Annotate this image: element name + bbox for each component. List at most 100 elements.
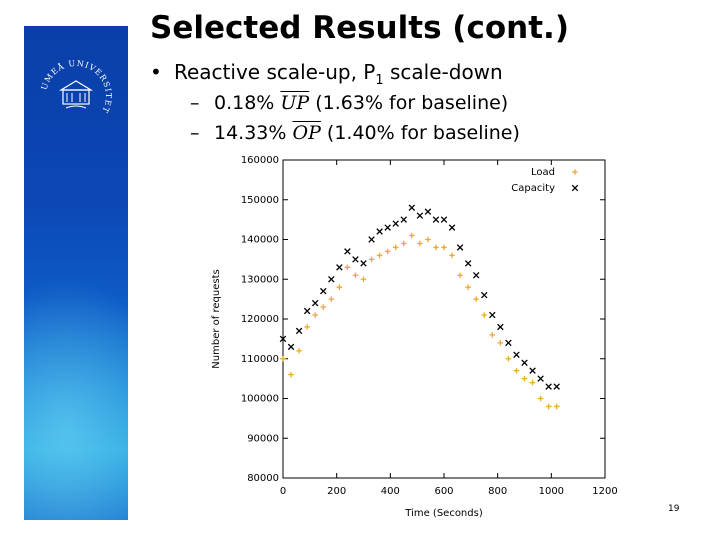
- capacity-point: [400, 216, 408, 223]
- op-value: 14.33%: [214, 122, 287, 144]
- load-point: [304, 324, 310, 330]
- capacity-point: [360, 260, 367, 267]
- load-point: [328, 296, 335, 302]
- bullet-main-suffix: scale-down: [383, 60, 503, 84]
- load-point: [312, 312, 318, 318]
- load-point: [505, 355, 512, 362]
- capacity-point: [513, 351, 520, 359]
- load-point: [489, 332, 496, 338]
- capacity-point: [553, 383, 560, 390]
- capacity-point: [424, 208, 432, 215]
- y-tick-label: 130000: [241, 274, 279, 285]
- bullet-dot: •: [150, 60, 162, 84]
- capacity-point: [448, 224, 456, 231]
- load-point: [521, 375, 528, 382]
- up-note: (1.63% for baseline): [315, 92, 509, 114]
- capacity-point: [529, 367, 536, 374]
- capacity-point: [497, 323, 504, 331]
- load-point: [457, 272, 463, 279]
- bullet-sub-up: –0.18% UP (1.63% for baseline): [150, 88, 710, 118]
- load-point: [296, 348, 302, 354]
- up-value: 0.18%: [214, 92, 275, 114]
- x-tick-label: 0: [280, 486, 286, 497]
- up-term: UP: [280, 92, 310, 114]
- y-axis-label: Number of requests: [211, 269, 222, 368]
- load-point: [545, 403, 552, 410]
- load-point: [529, 379, 536, 386]
- y-tick-label: 100000: [241, 394, 279, 405]
- capacity-point: [456, 244, 464, 251]
- y-tick-label: 80000: [247, 473, 279, 484]
- capacity-point: [336, 264, 343, 271]
- capacity-point: [287, 343, 295, 351]
- load-point: [441, 244, 447, 251]
- load-point: [392, 244, 399, 251]
- load-point: [473, 296, 479, 302]
- capacity-point: [489, 311, 496, 319]
- load-point: [497, 340, 504, 346]
- bullet-dash: –: [190, 92, 200, 114]
- capacity-point: [344, 248, 351, 255]
- capacity-point: [328, 275, 335, 283]
- capacity-point: [464, 260, 472, 267]
- capacity-point: [537, 375, 544, 382]
- capacity-point: [319, 287, 327, 295]
- capacity-point: [279, 335, 287, 343]
- capacity-point: [545, 383, 552, 390]
- x-tick-label: 200: [327, 486, 346, 497]
- bullet-main: • Reactive scale-up, P1 scale-down: [150, 56, 710, 88]
- legend-capacity-label: Capacity: [511, 183, 555, 194]
- load-point: [417, 240, 423, 247]
- bullet-sub-op: –14.33% OP (1.40% for baseline): [150, 118, 710, 148]
- capacity-point: [368, 236, 375, 243]
- x-axis-label: Time (Seconds): [404, 508, 483, 519]
- y-tick-label: 120000: [241, 314, 279, 325]
- op-term: OP: [292, 122, 321, 144]
- page-number: 19: [668, 504, 680, 514]
- slide-title: Selected Results (cont.): [150, 10, 569, 46]
- load-point: [280, 355, 286, 362]
- load-point: [384, 248, 391, 255]
- x-tick-label: 1000: [539, 486, 564, 497]
- capacity-point: [384, 224, 391, 231]
- university-seal-icon: UMEÅ UNIVERSITET: [40, 59, 112, 115]
- bullet-dash: –: [190, 122, 200, 144]
- load-point: [360, 276, 367, 283]
- x-tick-label: 800: [488, 486, 507, 497]
- load-point: [553, 403, 560, 410]
- capacity-point: [416, 212, 424, 219]
- capacity-point: [432, 216, 440, 223]
- capacity-point: [440, 216, 448, 223]
- legend-capacity-marker: [571, 184, 579, 192]
- load-point: [449, 252, 455, 259]
- bullet-main-prefix: Reactive scale-up, P: [174, 60, 376, 84]
- x-tick-label: 400: [381, 486, 400, 497]
- capacity-point: [472, 272, 480, 279]
- load-point: [425, 236, 431, 243]
- capacity-point: [376, 228, 383, 235]
- load-point: [481, 312, 488, 318]
- load-point: [537, 395, 544, 402]
- x-tick-label: 600: [434, 486, 453, 497]
- capacity-point: [408, 204, 416, 211]
- load-point: [409, 232, 415, 239]
- x-tick-label: 1200: [592, 486, 617, 497]
- bullet-main-subscript: 1: [375, 73, 384, 88]
- plot-frame: [282, 159, 606, 479]
- capacity-point: [505, 339, 512, 347]
- load-point: [513, 367, 520, 374]
- load-point: [344, 264, 351, 271]
- capacity-point: [303, 307, 311, 315]
- load-point: [368, 256, 375, 263]
- capacity-point: [480, 291, 488, 299]
- load-point: [320, 304, 327, 310]
- load-point: [352, 272, 359, 279]
- load-point: [433, 244, 439, 251]
- y-tick-label: 160000: [241, 155, 279, 166]
- capacity-point: [352, 256, 359, 263]
- y-tick-label: 110000: [241, 354, 279, 365]
- sidebar-glow: [24, 276, 128, 520]
- y-tick-label: 150000: [241, 195, 279, 206]
- capacity-point: [295, 327, 303, 335]
- university-sidebar: UMEÅ UNIVERSITET: [24, 26, 128, 520]
